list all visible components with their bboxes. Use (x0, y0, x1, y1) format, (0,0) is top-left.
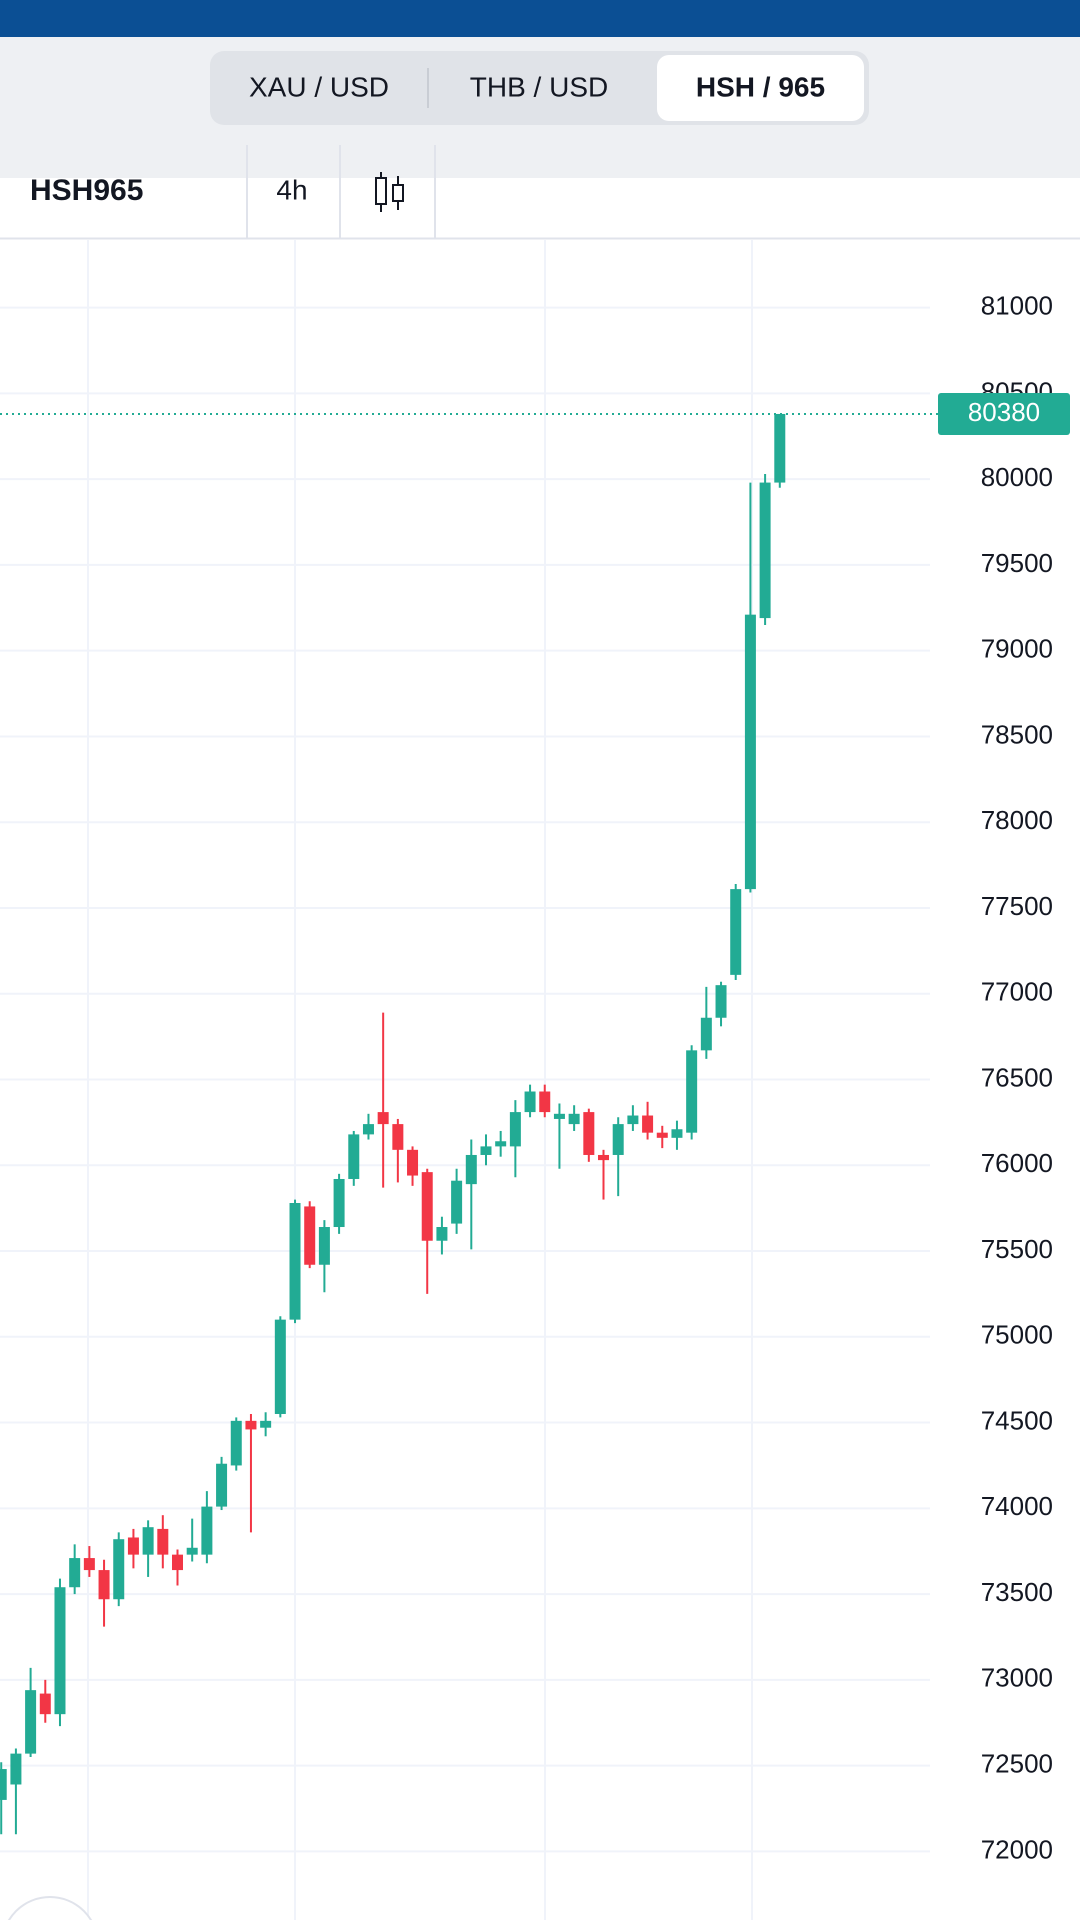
toolbar (0, 178, 1080, 239)
candle-body (172, 1554, 183, 1571)
candle-body (700, 1017, 712, 1051)
candle-body (509, 1112, 521, 1147)
y-tick-label: 76000 (981, 1148, 1053, 1178)
candle-body (0, 1769, 7, 1800)
last-price-label: 80380 (968, 397, 1040, 427)
tab[interactable]: THB / USD (470, 71, 608, 102)
candle-body (245, 1420, 257, 1430)
candle-body (642, 1115, 654, 1133)
candle-body (318, 1227, 330, 1265)
candle-body (421, 1172, 433, 1241)
candle-body (186, 1547, 198, 1555)
candle-body (598, 1154, 610, 1161)
candle-body (656, 1132, 668, 1138)
last-price-box (938, 392, 1070, 435)
candle-body (274, 1319, 286, 1414)
candle-body (157, 1528, 169, 1555)
candle-body (392, 1124, 404, 1150)
candle-body (83, 1558, 95, 1571)
candle-body (583, 1112, 595, 1155)
candle-body (348, 1134, 360, 1179)
candle-body (730, 889, 742, 975)
candle-body (480, 1146, 492, 1155)
y-tick-label: 73500 (981, 1577, 1053, 1607)
candle-body (451, 1180, 463, 1224)
tabs: XAU / USD THB / USD HSH / 965 (249, 55, 864, 121)
y-tick-label: 73000 (981, 1663, 1053, 1693)
candle-body (10, 1753, 22, 1785)
candle-body (612, 1124, 624, 1155)
interval[interactable]: 4h (276, 174, 307, 205)
plot-area (0, 240, 930, 1920)
candle-body (142, 1527, 154, 1555)
tab[interactable]: XAU / USD (249, 71, 389, 102)
candle-body (127, 1537, 139, 1555)
y-tick-label: 75500 (981, 1234, 1053, 1264)
candle-body (69, 1558, 81, 1588)
tab[interactable]: HSH / 965 (696, 71, 825, 102)
candle-body (436, 1227, 448, 1241)
y-tick-label: 76500 (981, 1062, 1053, 1092)
candle-body (407, 1149, 419, 1176)
candle-body (627, 1115, 639, 1125)
candle-body (230, 1420, 242, 1466)
symbol[interactable]: HSH965 (30, 174, 143, 207)
chart-type-button[interactable] (375, 172, 404, 212)
candle-body (671, 1129, 683, 1138)
candle-body (304, 1206, 316, 1265)
candle-body (524, 1091, 536, 1113)
y-tick-label: 79000 (981, 634, 1053, 664)
y-tick-label: 72000 (981, 1834, 1053, 1864)
candle-body (98, 1570, 110, 1600)
candle-body (333, 1178, 345, 1228)
candle-body (25, 1690, 37, 1754)
candle-body (774, 413, 786, 483)
candle-body (113, 1539, 125, 1600)
candle-body (39, 1693, 51, 1715)
y-tick-label: 78000 (981, 805, 1053, 835)
y-tick-label: 81000 (981, 290, 1053, 320)
candle-body (201, 1506, 213, 1555)
candle-body (686, 1050, 698, 1133)
y-tick-label: 74500 (981, 1405, 1053, 1435)
candle-body (362, 1124, 374, 1135)
candle-body (553, 1113, 565, 1119)
top-bar (0, 0, 1080, 37)
candle-body (759, 482, 771, 619)
y-tick-label: 78500 (981, 719, 1053, 749)
candle-body (568, 1113, 580, 1125)
y-tick-label: 74000 (981, 1491, 1053, 1521)
candle-body (539, 1091, 551, 1113)
active-tab (657, 55, 864, 121)
y-tick-label: 77000 (981, 977, 1053, 1007)
candle-body (715, 985, 727, 1018)
candle-body (744, 614, 756, 890)
y-tick-label: 75000 (981, 1320, 1053, 1350)
y-tick-label: 72500 (981, 1748, 1053, 1778)
candle-body (54, 1587, 66, 1715)
candle-body (260, 1420, 272, 1428)
candle-body (465, 1154, 477, 1185)
candle-body (495, 1141, 507, 1147)
y-tick-label: 80000 (981, 462, 1053, 492)
candle-body (377, 1112, 389, 1125)
candle-body (216, 1463, 228, 1507)
y-tick-label: 77500 (981, 891, 1053, 921)
candle-body (289, 1203, 301, 1320)
y-tick-label: 79500 (981, 548, 1053, 578)
logo-button[interactable] (2, 1896, 98, 1920)
